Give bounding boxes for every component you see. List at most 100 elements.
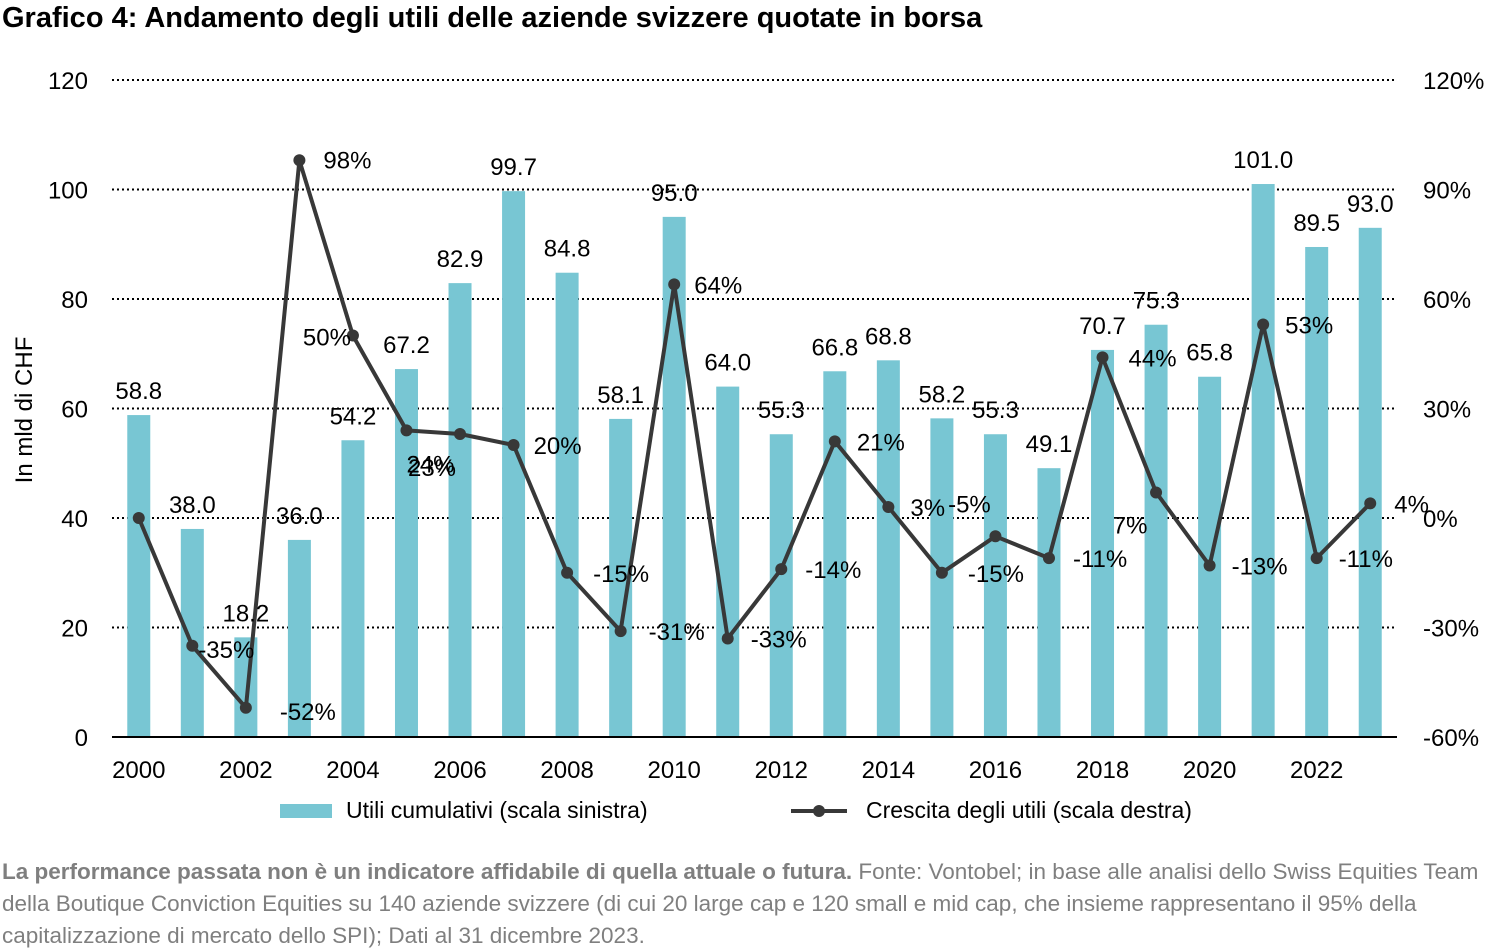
legend-bar-swatch [280,804,332,818]
bar-value-label: 101.0 [1233,147,1293,174]
bar-value-label: 38.0 [169,492,216,519]
legend-line-label: Crescita degli utili (scala destra) [866,797,1192,823]
line-point [828,435,841,448]
bar [394,369,418,737]
y2-tick-label: 60% [1423,287,1471,314]
bar-value-label: 82.9 [437,246,484,273]
growth-line [136,158,1372,710]
line-value-label: 24% [406,451,454,478]
line-value-label: 50% [303,325,351,352]
earnings-chart: 0 -60% 20 -30% 40 0% 60 30% 80 60% 100 90% 120 120% In… [11,68,1484,823]
line-value-label: 44% [1129,345,1177,372]
line-point [614,625,627,638]
line-value-label: -33% [751,626,807,653]
x-tick-label: 2010 [647,757,700,784]
line-value-label: 21% [857,429,905,456]
line-point [1310,552,1323,565]
line-value-label: -11% [1073,546,1127,573]
y2-tick-label: 0% [1423,506,1458,533]
bar [769,434,793,737]
x-tick-label: 2008 [540,757,593,784]
line-value-label: 7% [1113,512,1148,539]
bar-value-label: 89.5 [1293,210,1340,237]
legend-line-marker [813,805,825,817]
bar-value-label: 64.0 [704,350,751,377]
y2-tick-label: 120% [1423,68,1484,95]
line-point [561,566,574,579]
bar-value-label: 36.0 [276,503,323,530]
line-point [507,439,520,451]
bar [1144,324,1168,737]
line-point [1364,497,1377,510]
line-point [1203,559,1216,572]
bar [823,371,847,737]
bar-value-label: 58.2 [919,381,966,408]
line-point [882,501,895,514]
data-labels: 58.8 38.0 18.2 36.0 54.2 67.2 82.9 99.7 84.8 58.1… [115,147,1429,726]
bar [876,360,900,737]
bar-value-label: 65.8 [1186,340,1233,367]
line-value-label: 23% [408,455,456,482]
line-point [132,512,145,524]
y-tick-label: 100 [48,178,88,205]
bar [662,216,686,737]
line-value-label: 98% [323,147,371,174]
bar [1037,468,1061,737]
chart-title: Grafico 4: Andamento degli utili delle a… [2,2,983,34]
bar-value-label: 54.2 [330,403,377,430]
line-series [132,154,1377,714]
line-point [935,566,948,579]
bar [448,283,472,737]
bar-value-label: 68.8 [865,323,912,350]
bar [287,539,311,737]
bar-series [127,184,1382,738]
line-value-label: 53% [1285,313,1333,340]
line-point [346,329,359,342]
line-point [1257,318,1270,331]
line-point [1096,351,1109,364]
x-tick-label: 2012 [755,757,808,784]
bar-value-label: 49.1 [1026,431,1073,458]
footnote-disclaimer: La performance passata non è un indicato… [2,859,853,884]
y2-tick-label: 90% [1423,178,1471,205]
bar [1358,227,1382,737]
line-point [239,701,252,714]
line-value-label: -15% [593,561,649,588]
bar-value-label: 70.7 [1079,313,1126,340]
line-value-label: 3% [910,495,945,522]
y-tick-label: 60 [61,397,88,424]
line-value-label: 20% [534,433,582,460]
line-point [293,154,306,167]
bar [609,418,633,737]
y-tick-label: 20 [61,616,88,643]
bar-value-label: 95.0 [651,180,698,207]
line-point [775,563,788,576]
y-tick-label: 80 [61,287,88,314]
bar [983,434,1007,737]
bar-value-label: 93.0 [1347,191,1394,218]
y2-tick-label: -30% [1423,616,1479,643]
bar-value-label: 58.1 [597,382,644,409]
y-axis-label: In mld di CHF [11,337,38,484]
bar-value-label: 75.3 [1133,288,1180,315]
line-value-label: -15% [968,561,1024,588]
bar-value-label: 66.8 [811,334,858,361]
bar-value-label: 55.3 [758,397,805,424]
footnote-source: Fonte: Vontobel; in base alle analisi de… [2,859,1479,948]
line-value-label: -14% [805,557,861,584]
line-value-label: -35% [198,637,254,664]
line-value-label: -11% [1339,546,1393,573]
line-point [721,632,734,645]
line-point [186,639,199,652]
x-tick-label: 2004 [326,757,379,784]
line-value-label: 4% [1394,491,1429,518]
line-value-label: -31% [649,619,705,646]
legend-bar-label: Utili cumulativi (scala sinistra) [346,797,648,823]
bar-value-label: 18.2 [222,600,269,627]
x-tick-label: 2022 [1290,757,1343,784]
bar [180,528,204,737]
line-value-label: -13% [1232,553,1288,580]
line-point [454,428,467,441]
line-value-label: 64% [694,272,742,299]
line-point [1150,486,1163,499]
